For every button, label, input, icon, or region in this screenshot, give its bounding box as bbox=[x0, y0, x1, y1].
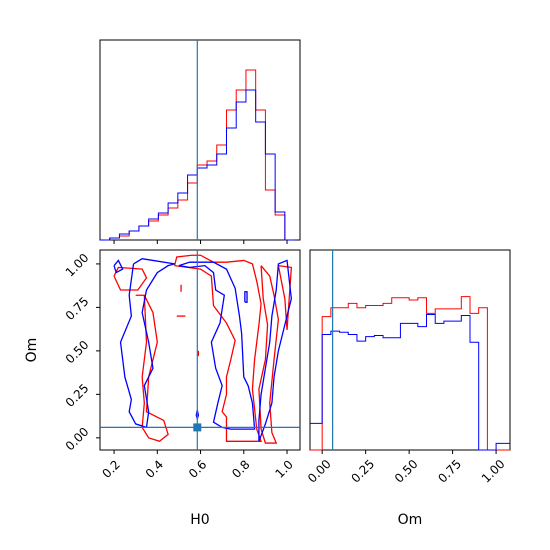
contour-blue-1 bbox=[258, 259, 293, 442]
contour-x-tick-label: 0.4 bbox=[143, 457, 166, 480]
contour-blue-0 bbox=[178, 261, 256, 430]
contour-x-tick-label: 0.6 bbox=[186, 457, 209, 480]
om-histogram-blue bbox=[310, 313, 510, 451]
contour-y-ticks: 0.00 0.25 0.50 0.75 1.00 bbox=[63, 251, 100, 454]
contour-blue-3 bbox=[119, 258, 175, 429]
om-x-tick-label: 0.25 bbox=[348, 457, 377, 486]
contour-series bbox=[100, 250, 300, 450]
contour-y-tick-label: 1.00 bbox=[63, 251, 92, 280]
om-histogram-series bbox=[310, 250, 510, 451]
contour-x-tick-label: 1.0 bbox=[272, 457, 295, 480]
x-axis-label-om: Om bbox=[398, 512, 423, 528]
contour-y-tick-label: 0.50 bbox=[63, 338, 92, 367]
contour-blue-4 bbox=[244, 291, 248, 303]
h0-histogram-frame bbox=[99, 39, 301, 241]
contour-red-1 bbox=[258, 265, 280, 444]
om-x-tick-label: 0.75 bbox=[435, 457, 464, 486]
om-histogram-frame bbox=[309, 249, 511, 451]
contour-x-tick-label: 0.2 bbox=[100, 457, 123, 480]
contour-x-tick-label: 0.8 bbox=[229, 457, 252, 480]
contour-frame bbox=[99, 249, 301, 451]
contour-y-tick-label: 0.25 bbox=[63, 381, 92, 410]
contour-red-2 bbox=[277, 265, 293, 331]
x-axis-label-h0: H0 bbox=[190, 512, 209, 528]
om-x-tick-label: 1.00 bbox=[479, 457, 508, 486]
om-histogram-red bbox=[310, 296, 510, 451]
contour-y-tick-label: 0.00 bbox=[63, 425, 92, 454]
contour-red-4 bbox=[135, 294, 169, 443]
contour-truth-marker bbox=[193, 423, 202, 432]
h0-histogram-panel bbox=[99, 39, 301, 244]
om-x-tick-label: 0.50 bbox=[392, 457, 421, 486]
contour-red-0 bbox=[173, 254, 263, 442]
contour-blue-2 bbox=[113, 259, 124, 274]
om-histogram-panel: 0.00 0.25 0.50 0.75 1.00 Om bbox=[305, 249, 511, 528]
y-axis-label-om: Om bbox=[24, 338, 40, 363]
contour-x-ticks: 0.2 0.4 0.6 0.8 1.0 bbox=[100, 450, 296, 481]
om-x-tick-label: 0.00 bbox=[305, 457, 334, 486]
h0-histogram-series bbox=[100, 40, 295, 241]
contour-lines bbox=[113, 254, 293, 444]
contour-red-3 bbox=[113, 266, 148, 291]
contour-panel: 0.2 0.4 0.6 0.8 1.0 0.000.250.500.751.00 H0 … bbox=[24, 249, 301, 528]
om-histogram-ticks: 0.00 0.25 0.50 0.75 1.00 bbox=[305, 450, 508, 486]
contour-y-tick-label: 0.75 bbox=[63, 294, 92, 323]
h0-histogram-ticks bbox=[113, 240, 288, 244]
